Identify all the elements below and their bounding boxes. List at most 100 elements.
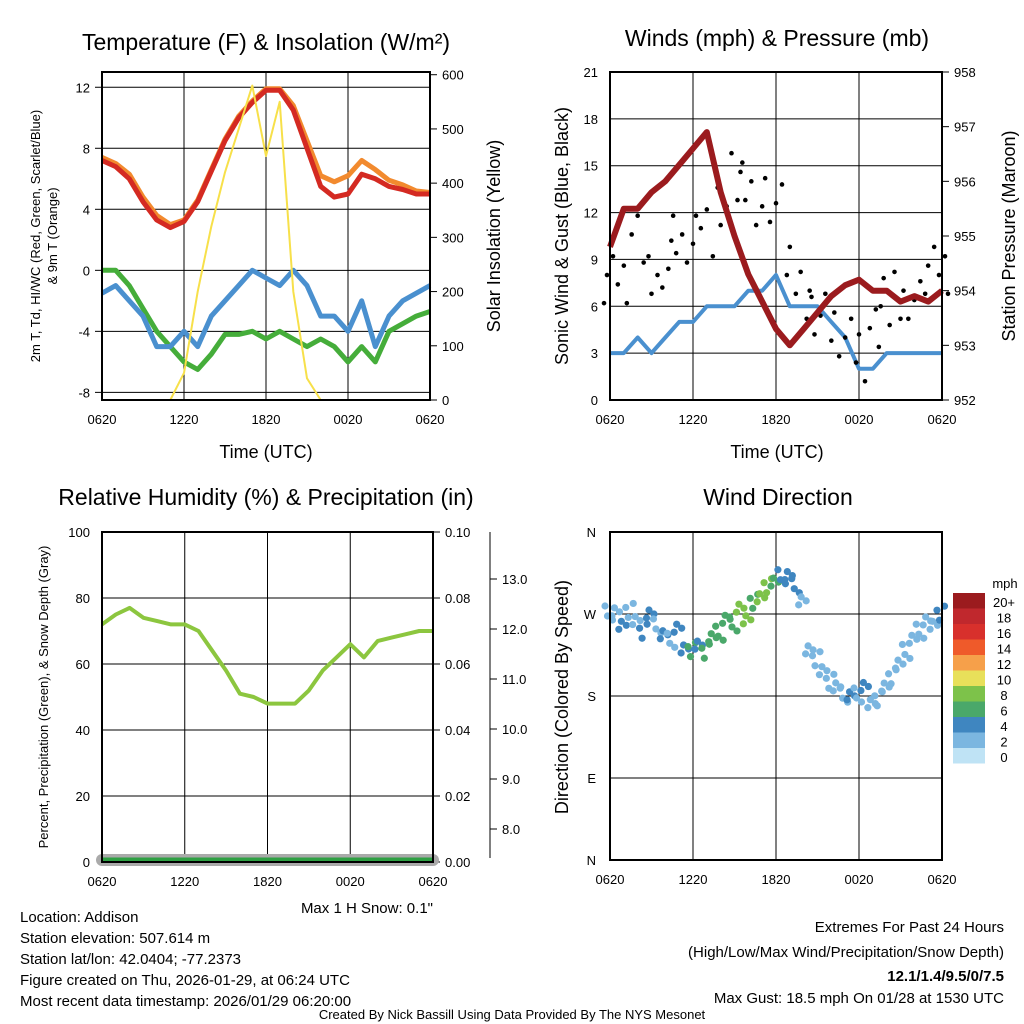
gust-point: [784, 272, 790, 278]
gust-point: [641, 260, 646, 265]
extremes-values: 12.1/1.4/9.5/0/7.5: [887, 968, 1004, 985]
legend-label: 6: [1000, 704, 1007, 719]
direction-point: [624, 613, 632, 622]
y-tick-label: 21: [584, 65, 598, 80]
y-tick-label: S: [587, 689, 596, 704]
direction-point: [878, 687, 886, 695]
y-tick-label: 0: [83, 855, 90, 870]
direction-point: [830, 670, 838, 678]
gust-point: [809, 294, 814, 300]
y-right-tick-label: 400: [442, 176, 464, 191]
gust-point: [779, 182, 785, 187]
x-tick-label: 1820: [252, 412, 281, 427]
series-line-wind: [610, 273, 942, 371]
direction-point: [922, 613, 930, 621]
chart-title: Relative Humidity (%) & Precipitation (i…: [58, 484, 473, 510]
y-tick-label: 80: [76, 591, 90, 606]
gust-point: [793, 291, 799, 297]
direction-point: [808, 652, 817, 660]
direction-point: [933, 606, 941, 614]
y-tick-label: N: [587, 525, 596, 540]
direction-point: [756, 590, 764, 598]
gust-point: [635, 213, 640, 218]
y-tick-label: -8: [78, 385, 90, 400]
gust-point: [836, 353, 842, 359]
direction-point: [746, 594, 754, 602]
series-line-pressure: [607, 129, 944, 349]
gust-point: [892, 269, 897, 275]
direction-point: [714, 632, 722, 640]
gust-point: [862, 378, 868, 384]
gust-point: [655, 272, 660, 278]
gust-point: [832, 310, 837, 315]
direction-point: [788, 575, 796, 583]
gust-point: [922, 291, 928, 297]
legend-swatch: [953, 639, 985, 655]
x-tick-label: 1220: [679, 412, 708, 427]
x-tick-label: 0620: [596, 412, 625, 427]
gust-point: [887, 322, 892, 328]
direction-point: [774, 566, 782, 574]
gust-point: [853, 360, 859, 365]
gust-point: [829, 338, 834, 343]
y-right-tick-label: 0.04: [445, 723, 470, 738]
direction-point: [677, 649, 685, 657]
y-right-tick-label: 952: [954, 393, 976, 408]
legend-swatch: [953, 593, 985, 609]
x-axis-label: Time (UTC): [219, 442, 312, 462]
snow-tick-label: 11.0: [502, 672, 526, 687]
gust-point: [881, 275, 886, 281]
x-tick-label: 0620: [928, 412, 957, 427]
snow-tick-label: 13.0: [502, 572, 527, 587]
direction-point: [816, 648, 824, 656]
direction-point: [739, 620, 747, 628]
x-tick-label: 0020: [845, 412, 874, 427]
gust-point: [615, 282, 621, 287]
snow-tick-label: 9.0: [502, 772, 520, 787]
direction-point: [753, 598, 761, 606]
gust-point: [621, 263, 627, 268]
direction-point: [859, 678, 868, 687]
gust-point: [740, 160, 745, 165]
x-tick-label: 0620: [88, 874, 117, 889]
legend-swatch: [953, 701, 985, 717]
direction-point: [829, 687, 837, 695]
direction-point: [857, 686, 865, 695]
direction-point: [742, 612, 750, 620]
snow-tick-label: 10.0: [502, 722, 527, 737]
x-axis-label: Time (UTC): [730, 442, 823, 462]
panel-0: [95, 71, 437, 401]
direction-point: [769, 574, 778, 582]
figure-created: Figure created on Thu, 2026-01-29, at 06…: [20, 972, 350, 989]
legend-label: 18: [997, 611, 1011, 626]
gust-point: [669, 238, 674, 243]
plot-frame: [101, 71, 431, 401]
legend-swatch: [953, 670, 985, 686]
y-tick-label: 0: [83, 263, 90, 278]
direction-point: [852, 694, 861, 702]
y-right-tick-label: 953: [954, 338, 976, 353]
snow-note: Max 1 H Snow: 0.1": [301, 900, 433, 917]
plot-frame: [609, 71, 943, 401]
y-right-tick-label: 500: [442, 122, 464, 137]
direction-point: [926, 625, 934, 633]
direction-point: [691, 645, 699, 653]
gust-point: [942, 254, 948, 259]
x-tick-label: 1820: [253, 874, 282, 889]
y-right-tick-label: 0: [442, 393, 449, 408]
series-line-wind-chill: [102, 267, 431, 372]
gust-point: [807, 288, 812, 293]
gust-point: [759, 204, 765, 209]
direction-point: [652, 625, 660, 633]
direction-point: [843, 696, 851, 704]
direction-point: [928, 617, 937, 625]
direction-point: [919, 621, 927, 629]
direction-point: [635, 624, 644, 632]
direction-point: [797, 593, 805, 601]
x-tick-label: 1820: [762, 872, 791, 887]
direction-point: [684, 643, 692, 651]
direction-point: [818, 663, 826, 671]
y-right-tick-label: 954: [954, 284, 976, 299]
extremes-title: Extremes For Past 24 Hours: [815, 919, 1004, 936]
direction-point: [700, 654, 708, 662]
